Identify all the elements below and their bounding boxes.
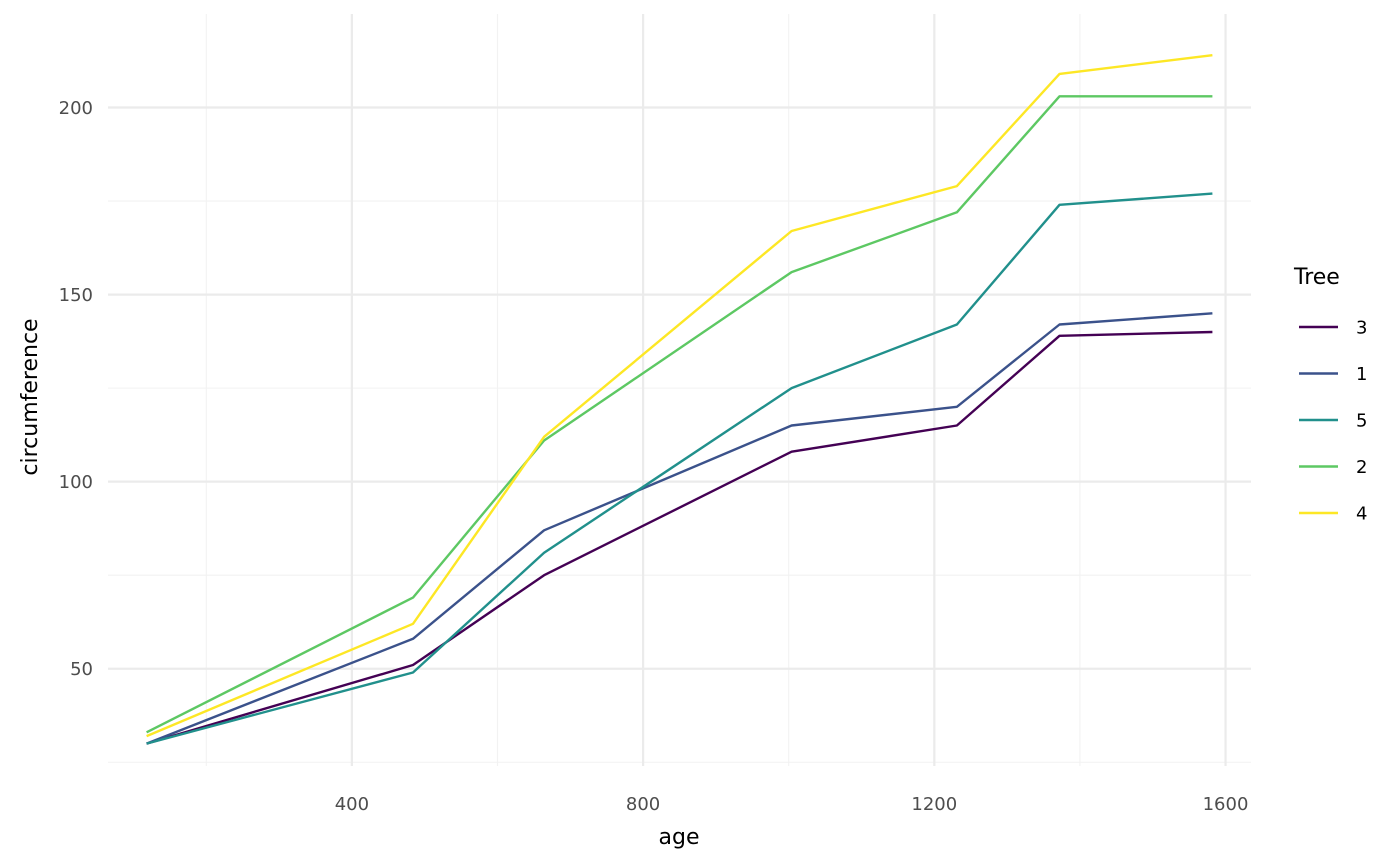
y-axis-tick-labels: 50 100 150 200 xyxy=(59,98,93,680)
x-tick-label: 1600 xyxy=(1203,794,1249,815)
major-gridlines xyxy=(108,14,1251,766)
legend-item-tree-2: 2 xyxy=(1299,457,1367,478)
x-axis-tick-labels: 400 800 1200 1600 xyxy=(335,794,1249,815)
legend-label: 5 xyxy=(1356,411,1367,432)
legend-title: Tree xyxy=(1293,265,1340,290)
y-tick-label: 100 xyxy=(59,472,93,493)
x-tick-label: 800 xyxy=(626,794,660,815)
legend-label: 1 xyxy=(1356,364,1367,385)
x-tick-label: 1200 xyxy=(911,794,957,815)
series-line-tree-3 xyxy=(146,330,1213,745)
minor-gridlines xyxy=(108,14,1251,766)
legend-label: 4 xyxy=(1356,504,1367,525)
legend-label: 3 xyxy=(1356,318,1367,339)
y-tick-label: 50 xyxy=(70,659,93,680)
legend-items: 3 1 5 2 4 xyxy=(1299,318,1367,525)
y-tick-label: 200 xyxy=(59,98,93,119)
legend-item-tree-4: 4 xyxy=(1299,504,1367,525)
legend-item-tree-3: 3 xyxy=(1299,318,1367,339)
series-line-tree-5 xyxy=(146,192,1213,745)
y-axis-title: circumference xyxy=(18,318,43,475)
y-tick-label: 150 xyxy=(59,285,93,306)
series-line-tree-2 xyxy=(146,95,1213,734)
series-line-tree-1 xyxy=(146,312,1213,745)
legend-item-tree-1: 1 xyxy=(1299,364,1367,385)
x-tick-label: 400 xyxy=(335,794,369,815)
legend-item-tree-5: 5 xyxy=(1299,411,1367,432)
x-axis-title: age xyxy=(659,825,700,850)
legend: Tree 3 1 5 2 4 xyxy=(1293,265,1367,525)
series-line-tree-4 xyxy=(146,54,1213,738)
legend-label: 2 xyxy=(1356,457,1367,478)
series-lines xyxy=(146,54,1213,745)
